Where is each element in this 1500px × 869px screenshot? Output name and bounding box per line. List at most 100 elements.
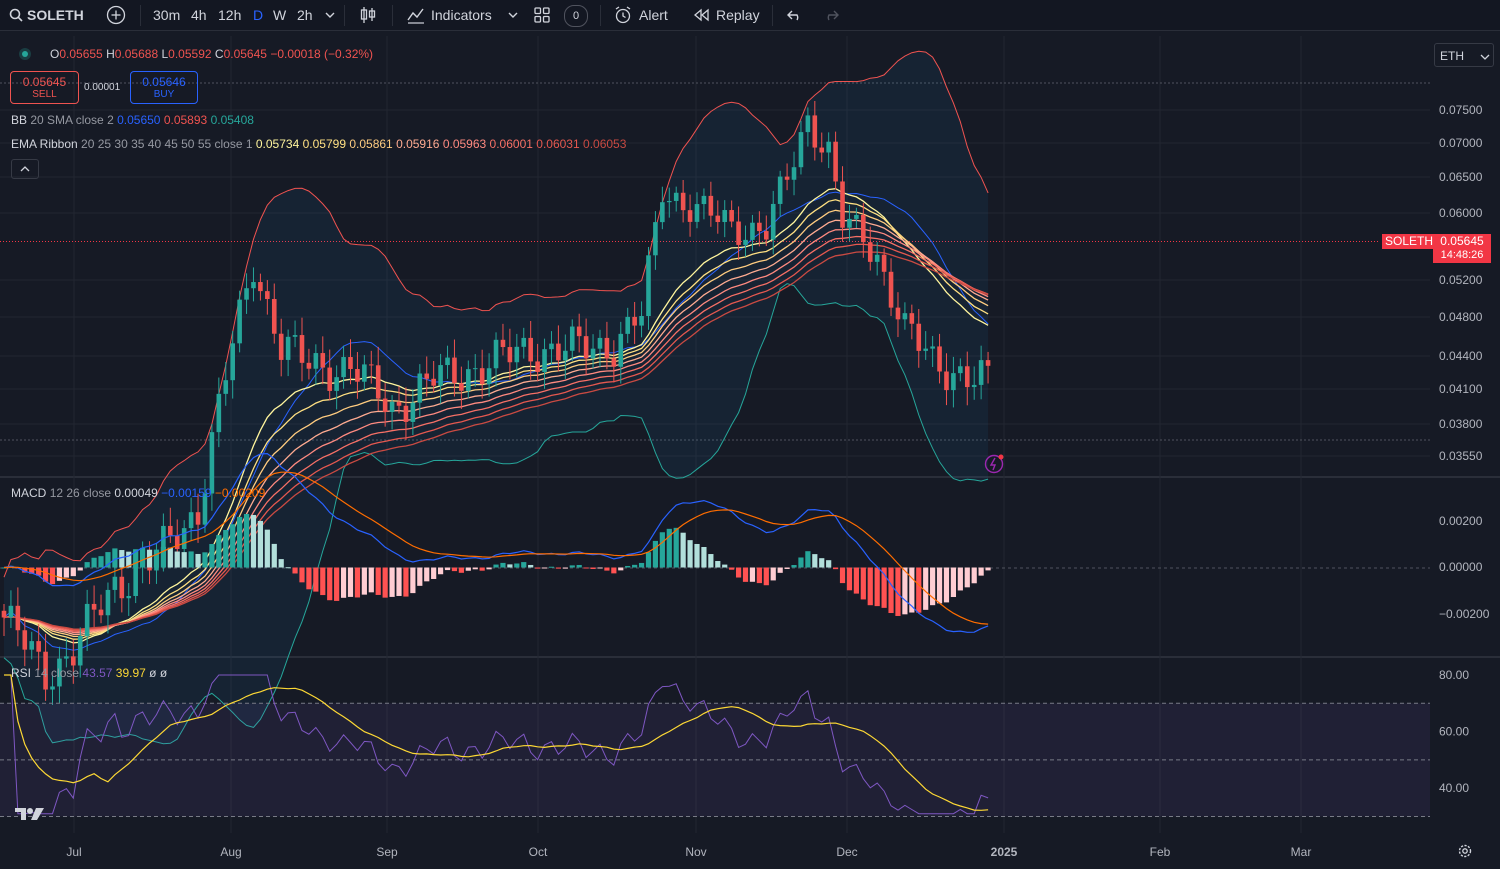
macd-histogram-bar (548, 566, 555, 568)
sell-button[interactable]: 0.05645 SELL (10, 71, 79, 104)
lightning-icon[interactable] (983, 453, 1005, 478)
symbol-search-button[interactable]: SOLETH (27, 7, 84, 23)
macd-params: 12 26 close (49, 486, 112, 500)
sell-price: 0.05645 (22, 75, 67, 89)
buy-label: BUY (153, 89, 175, 100)
candle-body (22, 630, 28, 650)
macd-histogram-bar (70, 567, 76, 577)
macd-histogram-bar (839, 567, 846, 584)
macd-histogram-bar (514, 563, 520, 568)
y-tick-label: 0.03800 (1439, 417, 1483, 431)
interval-4h[interactable]: 4h (191, 7, 207, 23)
macd-histogram-bar (56, 567, 63, 581)
candle-body (1, 610, 7, 618)
layouts-grid-icon[interactable] (533, 0, 551, 31)
macd-histogram-bar (950, 567, 957, 598)
x-tick-label: Oct (529, 845, 548, 859)
y-tick-label: 0.07500 (1439, 103, 1483, 117)
candle-body (98, 609, 104, 616)
macd-histogram-bar (112, 548, 118, 568)
toolbar-divider (600, 5, 601, 26)
macd-histogram-bar (375, 567, 381, 595)
layouts-count-badge[interactable]: 0 (564, 5, 588, 27)
macd-histogram-bar (230, 524, 236, 568)
interval-12h[interactable]: 12h (218, 7, 242, 23)
candles-icon[interactable] (359, 0, 377, 31)
market-status-dot[interactable] (18, 47, 32, 64)
candle-body (854, 214, 859, 219)
settings-gear-icon[interactable] (1457, 843, 1473, 862)
macd-histogram-bar (403, 567, 409, 597)
candle-body (57, 658, 62, 687)
ema-ribbon-line (3, 219, 989, 636)
candle-body (368, 364, 374, 366)
chevron-up-icon (20, 166, 30, 172)
macd-histogram-bar (354, 567, 361, 598)
indicators-button[interactable]: Indicators (431, 7, 492, 23)
macd-histogram-bar (680, 532, 686, 568)
chevron-down-icon (1480, 54, 1490, 60)
candle-body (64, 656, 69, 659)
ohlc-low: 0.05592 (168, 47, 212, 61)
ema-value: 0.06053 (583, 137, 627, 151)
bb-legend[interactable]: BB 20 SMA close 2 0.05650 0.05893 0.0540… (11, 113, 254, 127)
collapse-legend-button[interactable] (11, 159, 39, 179)
interval-1d[interactable]: D (253, 7, 264, 23)
macd-histogram-bar (306, 567, 312, 590)
candle-body (396, 401, 402, 406)
macd-histogram-bar (237, 516, 243, 568)
macd-histogram-bar (84, 562, 90, 568)
currency-value: ETH (1440, 49, 1464, 63)
macd-histogram-bar (91, 557, 97, 568)
macd-name: MACD (11, 486, 47, 500)
candle-body (216, 393, 222, 433)
ohlc-close: 0.05645 (223, 47, 267, 61)
macd-histogram-bar (971, 567, 977, 584)
rsi-ma-value: 39.97 (115, 666, 146, 680)
interval-30m[interactable]: 30m (153, 7, 181, 23)
ema-ribbon-line (3, 227, 989, 634)
macd-y-tick-label: −0.00200 (1439, 607, 1490, 621)
currency-select[interactable]: ETH (1434, 43, 1494, 67)
candle-body (71, 656, 76, 666)
alert-button[interactable]: Alert (639, 7, 668, 23)
candle-body (694, 204, 700, 222)
macd-histogram-bar (472, 567, 478, 570)
candle-body (660, 202, 665, 223)
candle-body (334, 377, 339, 391)
replay-icon[interactable] (692, 0, 710, 31)
chevron-down-icon[interactable] (507, 0, 519, 31)
indicators-icon[interactable] (406, 0, 426, 31)
candle-body (514, 346, 520, 363)
candle-body (604, 337, 610, 359)
compare-add-icon[interactable] (106, 0, 126, 31)
macd-legend[interactable]: MACD 12 26 close 0.00049 −0.00159 −0.002… (11, 486, 265, 500)
candle-body (777, 176, 783, 204)
ema-value: 0.05916 (396, 137, 440, 151)
macd-histogram-bar (133, 549, 139, 568)
alarm-clock-icon[interactable] (613, 0, 633, 31)
ohlc-h-label: H (106, 47, 115, 61)
macd-histogram-bar (153, 549, 160, 568)
chart-canvas[interactable]: Jul Aug Sep Oct Nov Dec 2025 Feb Mar 0.07500 0.070… (0, 36, 1500, 869)
toolbar-divider (140, 5, 141, 26)
macd-histogram-bar (943, 567, 950, 603)
redo-icon[interactable] (822, 0, 840, 31)
candle-body (812, 115, 818, 148)
interval-1w[interactable]: W (273, 7, 287, 23)
candle-body (680, 192, 686, 211)
candle-body (611, 358, 617, 367)
undo-icon[interactable] (786, 0, 804, 31)
interval-2h[interactable]: 2h (297, 7, 313, 23)
ema-ribbon-legend[interactable]: EMA Ribbon 20 25 30 35 40 45 50 55 close… (11, 137, 626, 151)
buy-button[interactable]: 0.05646 BUY (130, 71, 198, 104)
rsi-legend[interactable]: RSI 14 close 43.57 39.97 ø ø (11, 666, 167, 680)
search-icon[interactable] (9, 0, 23, 31)
macd-histogram-bar (119, 550, 125, 568)
chevron-down-icon[interactable] (324, 0, 336, 31)
candle-body (15, 605, 21, 631)
macd-histogram-bar (500, 562, 506, 568)
candle-body (535, 361, 540, 372)
replay-button[interactable]: Replay (716, 7, 760, 23)
candle-body (701, 195, 707, 205)
